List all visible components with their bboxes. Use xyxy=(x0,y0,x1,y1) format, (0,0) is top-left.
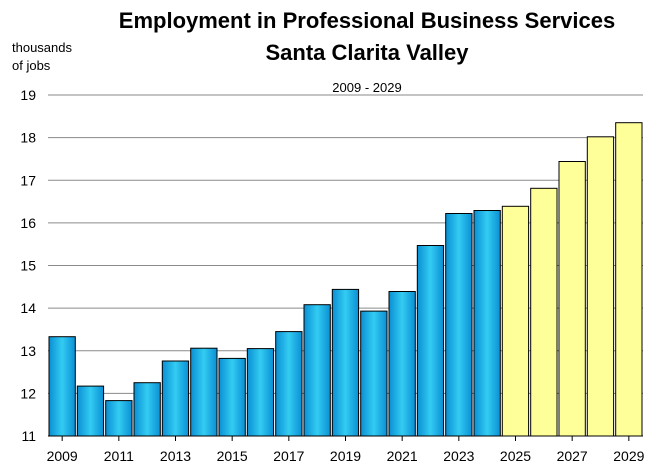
x-tick-label: 2011 xyxy=(104,448,134,464)
bar-2013 xyxy=(161,360,190,437)
y-tick-label: 17 xyxy=(20,172,36,188)
y-tick-label: 14 xyxy=(20,300,36,316)
bar-2014 xyxy=(190,347,218,437)
bar-2024 xyxy=(473,210,501,437)
bar-2023 xyxy=(445,213,473,437)
bar-2018 xyxy=(303,304,331,437)
x-tick-label: 2019 xyxy=(330,448,361,464)
bar-forecast-2027 xyxy=(558,161,586,437)
x-tick-label: 2025 xyxy=(500,448,531,464)
x-tick-label: 2009 xyxy=(47,448,78,464)
y-tick-label: 15 xyxy=(20,258,36,274)
bar-2020 xyxy=(360,310,388,437)
y-tick-label: 16 xyxy=(20,215,36,231)
bar-forecast-2028 xyxy=(586,136,615,437)
bar-2021 xyxy=(388,291,416,437)
y-tick-label: 18 xyxy=(20,130,36,146)
bar-2011 xyxy=(105,400,133,437)
y-tick-label: 11 xyxy=(21,428,36,444)
bar-2016 xyxy=(246,348,275,437)
x-tick-label: 2029 xyxy=(613,448,644,464)
y-tick-label: 12 xyxy=(20,385,36,401)
bar-forecast-2025 xyxy=(501,205,530,437)
y-axis-label-line1: thousands xyxy=(12,40,72,55)
bar-2015 xyxy=(218,357,246,437)
x-tick-label: 2027 xyxy=(557,448,588,464)
bar-2010 xyxy=(76,385,105,437)
x-tick-label: 2013 xyxy=(160,448,191,464)
x-tick-label: 2023 xyxy=(443,448,474,464)
y-tick-label: 13 xyxy=(20,343,36,359)
bar-2019 xyxy=(331,288,360,437)
bar-forecast-2029 xyxy=(615,122,643,437)
x-axis-ticks: 2009 2011 2013 2015 2017 2019 2021 2023 2025 2027… xyxy=(47,436,645,464)
period-label: 2009 - 2029 xyxy=(332,80,401,95)
bar-forecast-2026 xyxy=(530,187,558,437)
chart-subtitle: Santa Clarita Valley xyxy=(266,40,470,65)
y-axis-ticks: 11 12 13 14 15 16 17 18 19 xyxy=(20,87,36,444)
x-tick-label: 2017 xyxy=(273,448,304,464)
bars xyxy=(48,122,643,437)
bar-2017 xyxy=(275,331,303,437)
chart-title: Employment in Professional Business Serv… xyxy=(119,8,615,33)
bar-2009 xyxy=(48,336,76,437)
bar-2022 xyxy=(416,245,445,437)
y-tick-label: 19 xyxy=(20,87,36,103)
x-tick-label: 2021 xyxy=(387,448,418,464)
y-axis-label-line2: of jobs xyxy=(12,58,51,73)
bar-2012 xyxy=(133,382,161,437)
x-tick-label: 2015 xyxy=(217,448,248,464)
